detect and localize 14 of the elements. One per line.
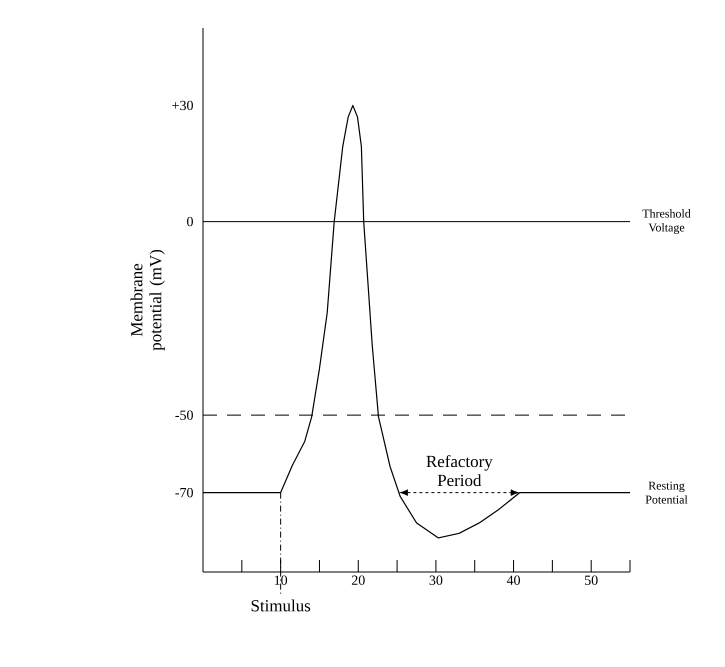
y-tick-label: -50 xyxy=(175,410,193,420)
x-tick-label: 20 xyxy=(352,576,365,585)
x-tick-label: 30 xyxy=(430,576,442,585)
annotation: Refactory Period xyxy=(426,455,493,486)
y-tick-label: 0 xyxy=(187,216,193,226)
x-tick-label: 40 xyxy=(506,576,520,585)
ref-line-label: Threshold Voltage xyxy=(642,209,691,234)
y-tick-label: -70 xyxy=(175,488,193,498)
annotation: Resting Potential xyxy=(646,482,688,504)
ref-line-label: Stimulus xyxy=(252,600,310,612)
x-tick-label: 50 xyxy=(585,576,598,585)
x-tick-label: 10 xyxy=(274,576,288,585)
y-tick-label: +30 xyxy=(172,100,193,110)
y-axis-title: Membrane potential (mV) xyxy=(130,250,165,351)
